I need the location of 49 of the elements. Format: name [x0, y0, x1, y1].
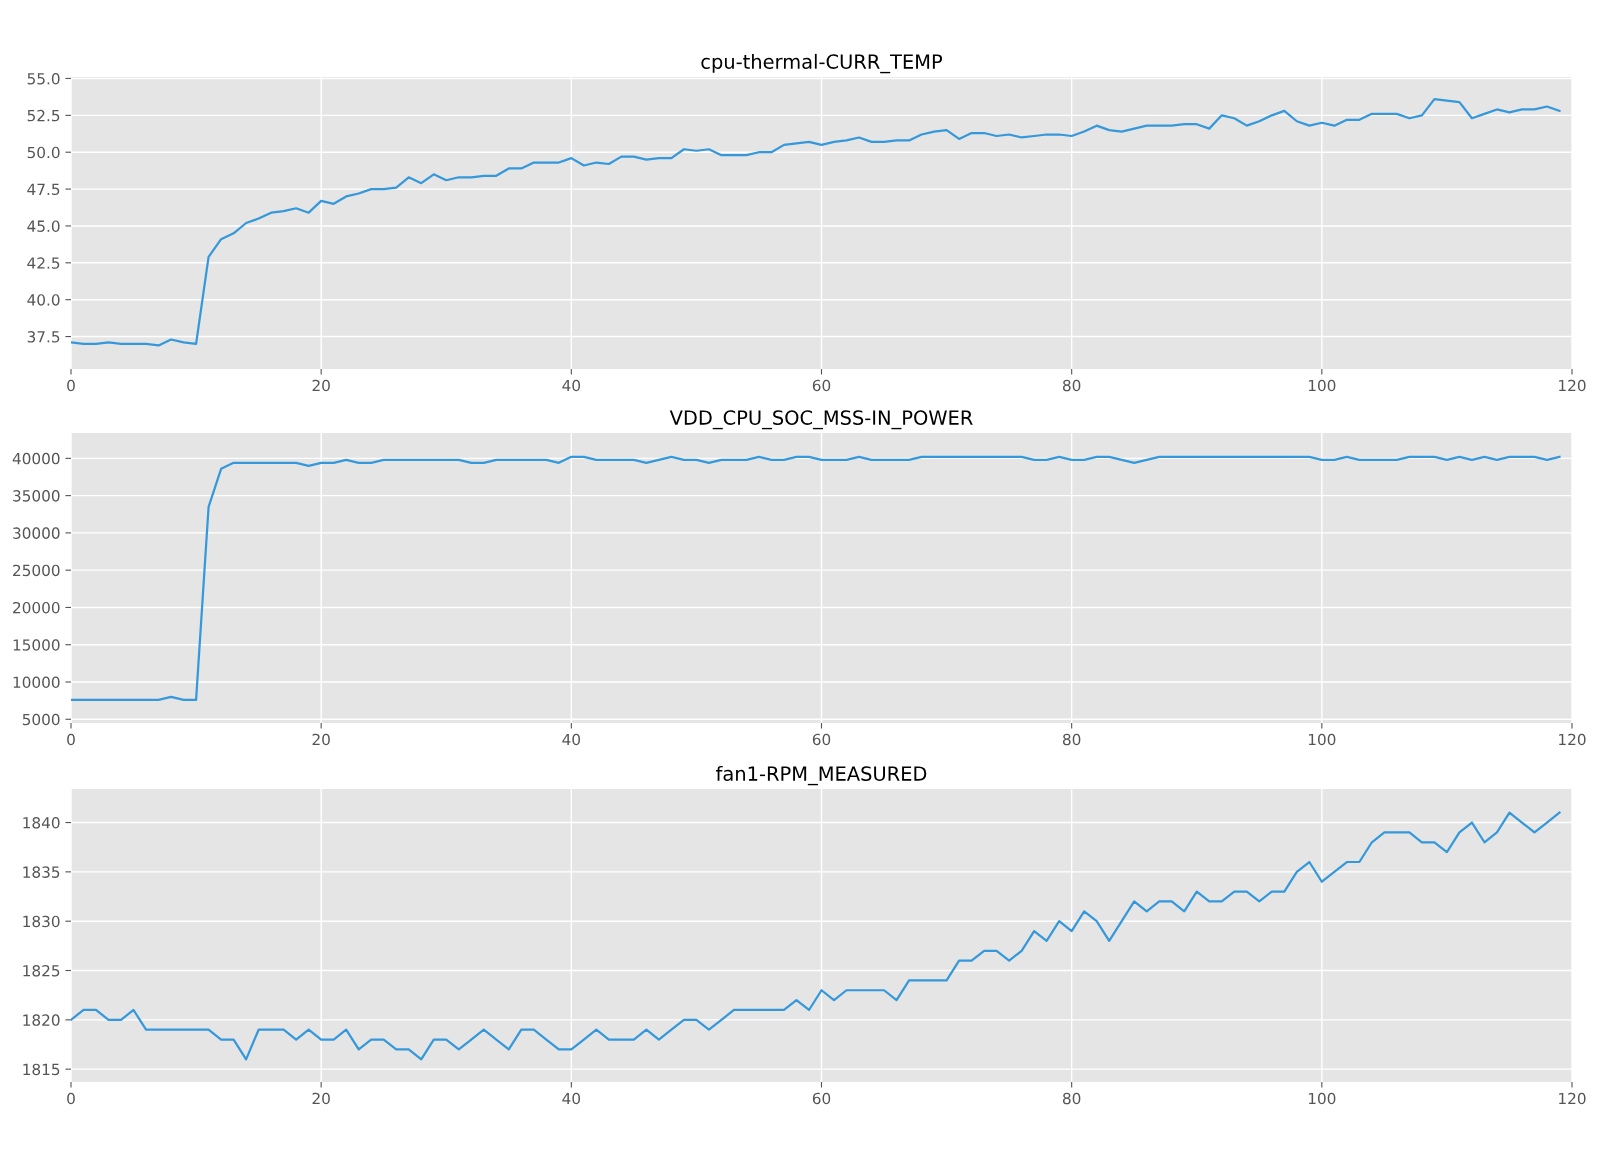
x-tick-label: 120 — [1559, 1092, 1586, 1105]
y-tick-label: 42.5 — [27, 257, 60, 269]
x-tick-label: 0 — [67, 379, 75, 392]
x-tick-label: 20 — [312, 379, 330, 392]
y-tick-label: 37.5 — [27, 331, 60, 343]
x-tick-label: 0 — [67, 1092, 75, 1105]
y-tick-label: 1815 — [23, 1063, 60, 1076]
y-tick-label: 10000 — [13, 676, 60, 689]
x-tick-label: 80 — [1062, 1092, 1081, 1105]
x-tick-label: 60 — [812, 733, 831, 746]
y-tick-label: 52.5 — [27, 109, 60, 122]
y-tick-label: 1825 — [23, 964, 60, 977]
y-tick-label: 50.0 — [27, 146, 60, 159]
x-tick-label: 120 — [1559, 379, 1586, 392]
x-tick-label: 80 — [1062, 379, 1081, 392]
x-tick-label: 100 — [1308, 1092, 1336, 1105]
x-tick-label: 40 — [562, 733, 581, 746]
y-tick-label: 1830 — [23, 915, 60, 928]
chart-title: cpu-thermal-CURR_TEMP — [701, 53, 943, 74]
chart-title: VDD_CPU_SOC_MSS-IN_POWER — [669, 410, 973, 430]
x-tick-label: 40 — [562, 1092, 581, 1105]
x-tick-label: 20 — [312, 1092, 330, 1105]
y-tick-label: 30000 — [13, 527, 60, 539]
y-tick-label: 1820 — [23, 1014, 60, 1026]
y-tick-label: 25000 — [13, 564, 60, 577]
x-tick-label: 100 — [1308, 379, 1336, 392]
y-tick-label: 20000 — [13, 601, 60, 614]
line-series — [71, 811, 1561, 1061]
y-tick-label: 1835 — [23, 866, 60, 878]
y-tick-label: 55.0 — [27, 72, 60, 85]
chart-title: fan1-RPM_MEASURED — [715, 765, 927, 786]
y-tick-label: 47.5 — [27, 183, 60, 196]
y-tick-label: 40000 — [12, 452, 60, 465]
line-series — [71, 98, 1561, 347]
x-tick-label: 60 — [812, 379, 831, 392]
y-tick-label: 15000 — [13, 639, 60, 651]
x-tick-label: 20 — [312, 733, 330, 746]
y-tick-label: 35000 — [13, 490, 60, 502]
y-tick-label: 5000 — [22, 713, 60, 726]
x-tick-label: 40 — [562, 379, 581, 392]
x-tick-label: 60 — [812, 1092, 831, 1105]
y-tick-label: 45.0 — [27, 220, 60, 232]
y-tick-label: 40.0 — [27, 294, 60, 306]
x-tick-label: 100 — [1308, 733, 1336, 746]
line-series — [71, 455, 1561, 701]
x-tick-label: 0 — [67, 733, 75, 746]
x-tick-label: 80 — [1062, 733, 1081, 746]
x-tick-label: 120 — [1559, 733, 1586, 746]
y-tick-label: 1840 — [23, 817, 60, 829]
